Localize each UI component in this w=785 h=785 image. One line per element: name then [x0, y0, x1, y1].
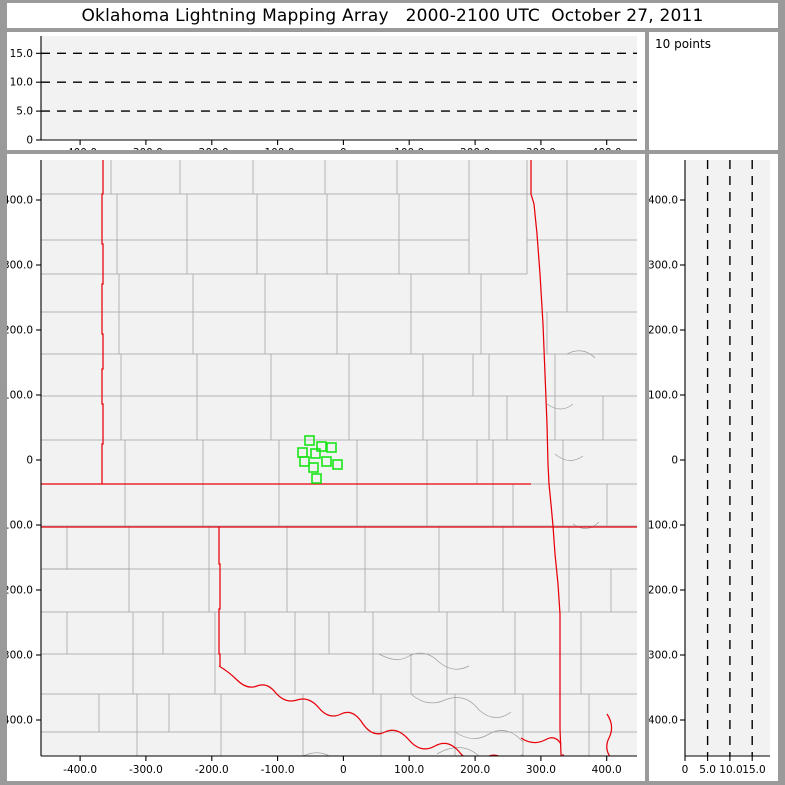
svg-text:15.0: 15.0 [10, 48, 33, 60]
map-x-tick-marks [79, 756, 608, 761]
svg-text:400.0: 400.0 [592, 147, 622, 150]
source-marker [308, 462, 319, 473]
map-x-tick-labels: -400.0 -300.0 -200.0 -100.0 0 100.0 200.… [63, 764, 622, 776]
height-profile-panel[interactable]: 400.0 300.0 200.0 100.0 0 -100.0 -200.0 … [649, 154, 778, 781]
svg-text:-200.0: -200.0 [195, 764, 229, 776]
svg-text:10.0: 10.0 [10, 77, 33, 89]
svg-text:-100.0: -100.0 [649, 520, 678, 532]
svg-text:0: 0 [26, 135, 33, 147]
title-panel: Oklahoma Lightning Mapping Array 2000-21… [7, 3, 778, 28]
svg-text:-300.0: -300.0 [7, 650, 33, 662]
source-marker [311, 473, 322, 484]
source-marker [321, 456, 332, 467]
time-height-plot-area [41, 36, 637, 140]
svg-text:100.0: 100.0 [7, 390, 33, 402]
svg-text:-400.0: -400.0 [649, 715, 678, 727]
svg-text:0: 0 [26, 455, 33, 467]
source-marker [310, 448, 321, 459]
svg-text:5.0: 5.0 [16, 106, 33, 118]
state-boundaries [41, 160, 637, 756]
svg-text:-200.0: -200.0 [195, 147, 229, 150]
svg-text:0: 0 [340, 764, 347, 776]
x-tick-marks [79, 140, 608, 145]
svg-text:0: 0 [671, 455, 678, 467]
time-height-panel[interactable]: 0 5.0 10.0 15.0 -400.0 -300.0 -200.0 [7, 32, 645, 150]
y-tick-marks [36, 52, 41, 141]
profile-x-tick-labels: 0 5.0 10.0 15.0 [682, 764, 766, 776]
source-marker [304, 435, 315, 446]
svg-text:100.0: 100.0 [649, 390, 678, 402]
svg-text:-400.0: -400.0 [63, 147, 97, 150]
source-marker [332, 459, 343, 470]
svg-text:-400.0: -400.0 [7, 715, 33, 727]
svg-text:200.0: 200.0 [7, 325, 33, 337]
height-profile-plot[interactable]: 400.0 300.0 200.0 100.0 0 -100.0 -200.0 … [649, 154, 778, 781]
svg-text:-300.0: -300.0 [649, 650, 678, 662]
svg-text:300.0: 300.0 [649, 260, 678, 272]
svg-text:400.0: 400.0 [592, 764, 622, 776]
svg-text:-100.0: -100.0 [261, 147, 295, 150]
svg-text:300.0: 300.0 [526, 147, 556, 150]
plan-view-map-panel[interactable]: 400.0 300.0 200.0 100.0 0 -100.0 -200.0 … [7, 154, 645, 781]
svg-text:-100.0: -100.0 [261, 764, 295, 776]
svg-text:-300.0: -300.0 [129, 764, 163, 776]
svg-text:5.0: 5.0 [699, 764, 716, 776]
point-count-panel: 10 points [649, 32, 778, 150]
vhf-source-markers [297, 435, 343, 484]
svg-text:200.0: 200.0 [649, 325, 678, 337]
map-plot-area [41, 160, 637, 756]
map-y-tick-labels: 400.0 300.0 200.0 100.0 0 -100.0 -200.0 … [7, 195, 33, 727]
svg-text:15.0: 15.0 [742, 764, 765, 776]
source-marker [316, 441, 327, 452]
status-points-count: 10 points [655, 37, 711, 51]
time-height-plot[interactable]: 0 5.0 10.0 15.0 -400.0 -300.0 -200.0 [7, 32, 645, 150]
svg-text:-100.0: -100.0 [7, 520, 33, 532]
plan-view-map-plot[interactable]: 400.0 300.0 200.0 100.0 0 -100.0 -200.0 … [7, 154, 645, 781]
svg-text:0: 0 [682, 764, 689, 776]
map-y-tick-marks [36, 199, 41, 721]
profile-y-tick-marks [680, 199, 685, 721]
svg-text:200.0: 200.0 [460, 147, 490, 150]
source-marker [326, 442, 337, 453]
svg-text:-400.0: -400.0 [63, 764, 97, 776]
svg-text:400.0: 400.0 [7, 195, 33, 207]
x-tick-labels: -400.0 -300.0 -200.0 -100.0 0 100.0 200.… [63, 147, 622, 150]
svg-text:-200.0: -200.0 [649, 585, 678, 597]
svg-text:-300.0: -300.0 [129, 147, 163, 150]
svg-text:0: 0 [340, 147, 347, 150]
source-marker [299, 456, 310, 467]
svg-text:-200.0: -200.0 [7, 585, 33, 597]
y-tick-labels: 0 5.0 10.0 15.0 [10, 48, 33, 147]
height-profile-plot-area [685, 160, 770, 756]
svg-text:10.0: 10.0 [719, 764, 742, 776]
svg-text:300.0: 300.0 [526, 764, 556, 776]
svg-text:300.0: 300.0 [7, 260, 33, 272]
svg-text:100.0: 100.0 [394, 147, 424, 150]
profile-x-tick-marks [684, 756, 753, 761]
profile-y-tick-labels: 400.0 300.0 200.0 100.0 0 -100.0 -200.0 … [649, 195, 678, 727]
svg-text:400.0: 400.0 [649, 195, 678, 207]
svg-text:100.0: 100.0 [394, 764, 424, 776]
page-title: Oklahoma Lightning Mapping Array 2000-21… [81, 5, 704, 26]
svg-text:200.0: 200.0 [460, 764, 490, 776]
